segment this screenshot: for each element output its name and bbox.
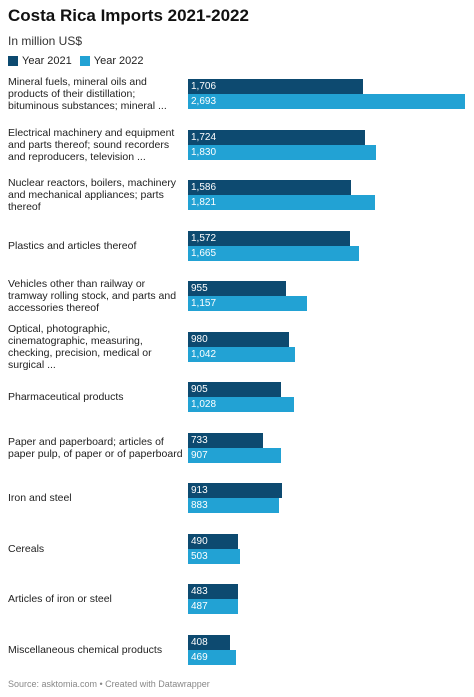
value-label: 487 [191, 601, 208, 612]
chart-subtitle: In million US$ [8, 34, 83, 48]
category-label: Miscellaneous chemical products [8, 643, 163, 656]
bar [188, 634, 230, 650]
bar [188, 548, 240, 564]
value-label: 1,028 [191, 399, 217, 410]
value-label: 1,157 [191, 298, 217, 309]
bar [188, 599, 239, 614]
bar [188, 584, 238, 599]
legend-label: Year 2021 [22, 55, 72, 67]
value-label: 980 [191, 333, 208, 345]
category-label: Plastics and articles thereof [8, 239, 137, 252]
bar [188, 346, 296, 362]
value-label: 913 [191, 485, 208, 496]
bar [188, 331, 289, 347]
bar [188, 79, 364, 94]
value-label: 1,665 [191, 247, 217, 259]
value-label: 1,042 [191, 348, 217, 360]
bar [188, 649, 237, 665]
legend-item: Year 2022 [79, 55, 144, 67]
chart-title: Costa Rica Imports 2021-2022 [8, 6, 249, 25]
value-label: 408 [191, 636, 208, 648]
bar [188, 245, 360, 261]
value-label: 2,693 [191, 96, 217, 107]
category-label: Mineral fuels, mineral oils and products… [8, 76, 167, 112]
value-label: 1,724 [191, 131, 217, 143]
value-label: 1,586 [191, 182, 217, 193]
value-label: 1,706 [191, 81, 217, 92]
legend-swatch [8, 56, 18, 66]
legend-item: Year 2021 [8, 55, 72, 67]
value-label: 883 [191, 500, 208, 511]
category-label: Cereals [8, 542, 45, 555]
bar [188, 447, 282, 463]
category-label: Iron and steel [8, 492, 72, 504]
value-label: 1,821 [191, 197, 217, 208]
bar [188, 281, 287, 296]
category-label: Nuclear reactors, boilers, machinery and… [8, 177, 177, 213]
bar [188, 533, 239, 549]
category-label: Optical, photographic, cinematographic, … [8, 322, 152, 371]
legend-label: Year 2022 [93, 55, 144, 67]
bar [188, 129, 366, 145]
bar [188, 195, 376, 210]
bar [188, 498, 279, 513]
category-label: Vehicles other than railway or tramway r… [8, 278, 177, 314]
bar [188, 144, 377, 160]
category-label: Paper and paperboard; articles of paper … [8, 435, 183, 460]
bar [188, 397, 294, 412]
legend-swatch [79, 56, 90, 66]
category-label: Articles of iron or steel [8, 593, 112, 605]
bar [188, 432, 264, 448]
value-label: 483 [191, 586, 208, 597]
value-label: 490 [191, 535, 208, 547]
legend: Year 2021 Year 2022 [8, 55, 144, 67]
category-label: Electrical machinery and equipment and p… [8, 126, 175, 163]
value-label: 503 [191, 550, 208, 562]
value-label: 1,830 [191, 146, 217, 158]
source-note: Source: asktomia.com • Created with Data… [8, 679, 210, 689]
value-label: 905 [191, 384, 208, 395]
value-label: 1,572 [191, 232, 217, 244]
category-label: Pharmaceutical products [8, 391, 124, 403]
bar [188, 94, 465, 109]
bar [188, 296, 307, 311]
bar [188, 483, 282, 498]
value-label: 907 [191, 449, 208, 461]
value-label: 733 [191, 434, 208, 446]
bar [188, 180, 352, 195]
bar [188, 230, 350, 246]
bar [188, 382, 282, 397]
value-label: 955 [191, 283, 208, 294]
value-label: 469 [191, 651, 208, 663]
